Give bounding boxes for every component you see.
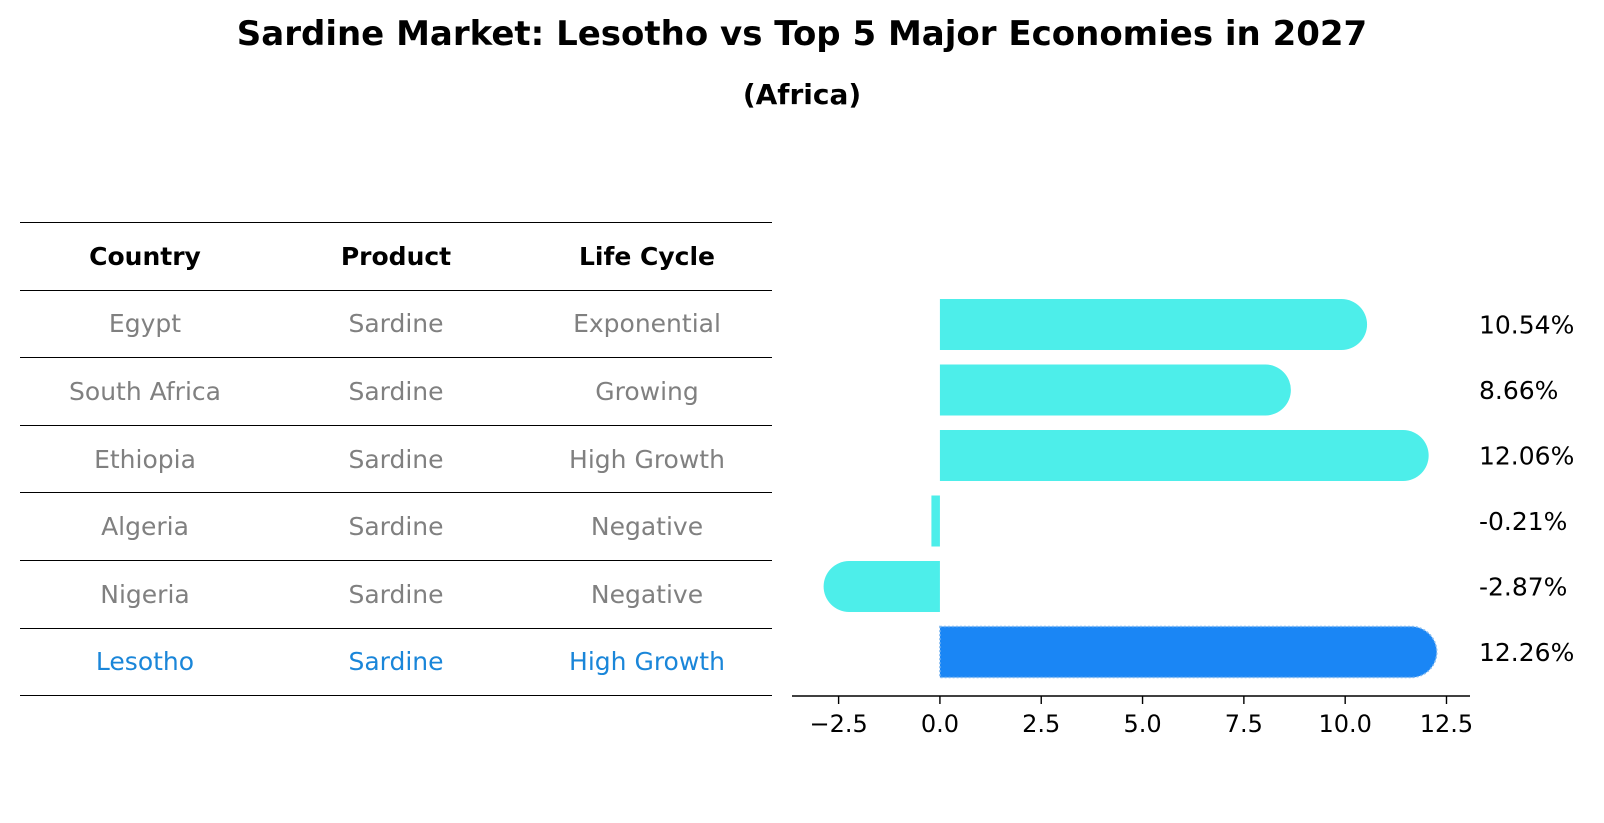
data-label: 8.66% bbox=[1479, 376, 1558, 405]
data-label: -0.21% bbox=[1479, 507, 1567, 536]
x-tick-label: 10.0 bbox=[1318, 710, 1371, 738]
cell-country: Ethiopia bbox=[94, 444, 196, 474]
cell-life-cycle: Growing bbox=[595, 376, 699, 406]
header-country: Country bbox=[89, 241, 201, 271]
table-row: Egypt Sardine Exponential bbox=[20, 289, 772, 358]
table-header-row: Country Product Life Cycle bbox=[20, 222, 772, 290]
chart-subtitle: (Africa) bbox=[742, 78, 862, 111]
chart-title: Sardine Market: Lesotho vs Top 5 Major E… bbox=[236, 14, 1368, 54]
cell-product: Sardine bbox=[348, 647, 444, 677]
cell-country: Nigeria bbox=[100, 579, 190, 609]
bar bbox=[939, 430, 1429, 481]
x-tick-label: 2.5 bbox=[1022, 710, 1060, 738]
data-label: -2.87% bbox=[1479, 573, 1567, 602]
cell-life-cycle: Exponential bbox=[573, 309, 721, 339]
table-row: Nigeria Sardine Negative bbox=[20, 559, 772, 628]
bar bbox=[939, 299, 1368, 350]
cell-life-cycle: Negative bbox=[590, 579, 704, 609]
table-row: South Africa Sardine Growing bbox=[20, 357, 772, 425]
x-tick-label: 0.0 bbox=[921, 710, 959, 738]
cell-country: South Africa bbox=[69, 376, 221, 406]
bar bbox=[939, 364, 1291, 416]
header-life-cycle: Life Cycle bbox=[578, 241, 716, 271]
table-row: Algeria Sardine Negative bbox=[20, 492, 772, 560]
data-table: Country Product Life Cycle Egypt Sardine… bbox=[20, 222, 772, 697]
bar bbox=[823, 561, 940, 612]
cell-country: Lesotho bbox=[95, 647, 195, 677]
cell-life-cycle: High Growth bbox=[569, 444, 725, 474]
cell-life-cycle: Negative bbox=[590, 512, 704, 542]
header-product: Product bbox=[340, 241, 452, 271]
cell-country: Algeria bbox=[101, 512, 189, 542]
table-row: Ethiopia Sardine High Growth bbox=[20, 424, 772, 493]
x-tick-label: −2.5 bbox=[809, 710, 867, 738]
cell-product: Sardine bbox=[348, 579, 444, 609]
x-tick-label: 5.0 bbox=[1123, 710, 1161, 738]
bar bbox=[931, 495, 940, 547]
cell-life-cycle: High Growth bbox=[569, 647, 725, 677]
data-label: 12.26% bbox=[1479, 638, 1574, 667]
cell-country: Egypt bbox=[108, 309, 182, 339]
data-label: 12.06% bbox=[1479, 442, 1574, 471]
cell-product: Sardine bbox=[348, 309, 444, 339]
x-tick-label: 12.5 bbox=[1420, 710, 1473, 738]
x-tick-label: 7.5 bbox=[1225, 710, 1263, 738]
cell-product: Sardine bbox=[348, 444, 444, 474]
cell-product: Sardine bbox=[348, 376, 444, 406]
table-row-highlight: Lesotho Sardine High Growth bbox=[20, 627, 772, 697]
data-label: 10.54% bbox=[1479, 311, 1574, 340]
cell-product: Sardine bbox=[348, 512, 444, 542]
bar-highlight bbox=[939, 625, 1438, 679]
